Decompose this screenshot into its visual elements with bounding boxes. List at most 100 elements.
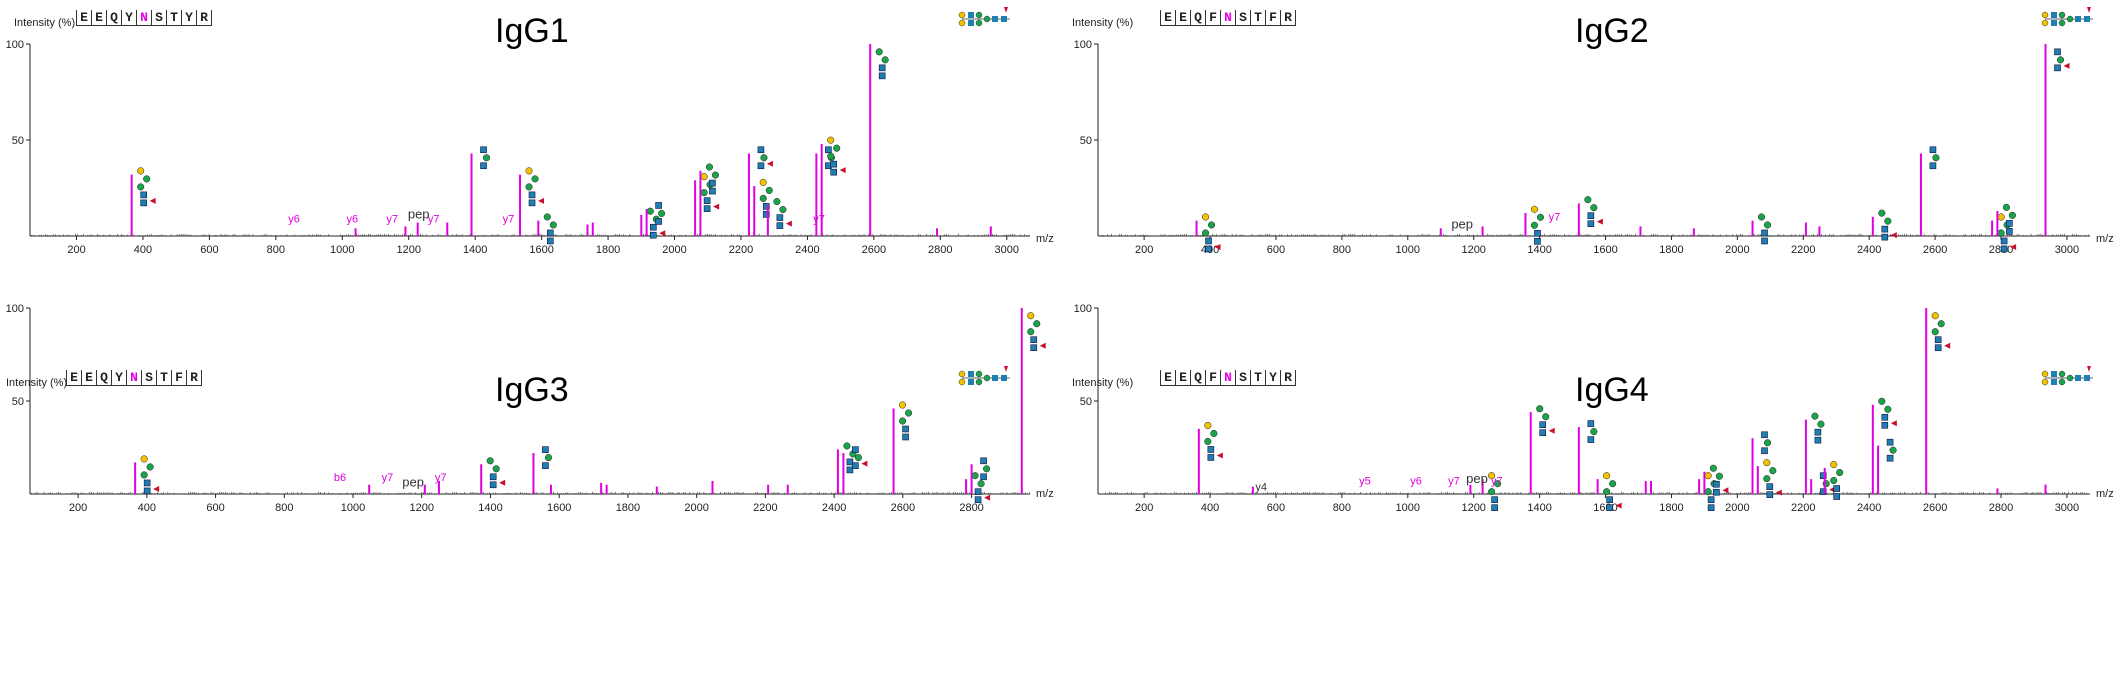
glycan-structure-icon xyxy=(2041,366,2093,386)
sequence-residue: S xyxy=(142,370,157,386)
x-tick-label: 2200 xyxy=(753,502,777,514)
x-tick-label: 2600 xyxy=(862,244,886,256)
glycan-cartoon-icon xyxy=(1811,412,1825,444)
sequence-residue: F xyxy=(1206,370,1221,386)
x-tick-label: 800 xyxy=(275,502,293,514)
sequence-residue: R xyxy=(1281,10,1296,26)
x-tick-label: 2600 xyxy=(891,502,915,514)
x-tick-label: 1400 xyxy=(1527,502,1551,514)
y-tick-label: 50 xyxy=(12,396,24,408)
x-tick-label: 2800 xyxy=(928,244,952,256)
fragment-annotation: y7 xyxy=(382,472,394,484)
spectrum-plot: 50 100 200 400 600 800 1000 1200 1400 1600 1800 200… xyxy=(6,303,1046,514)
x-tick-label: 1200 xyxy=(1461,244,1485,256)
x-tick-label: 1200 xyxy=(396,244,420,256)
fragment-annotation: y7 xyxy=(503,214,515,226)
y-axis-label: Intensity (%) xyxy=(1072,377,1134,389)
x-tick-label: 1800 xyxy=(1659,244,1683,256)
glycan-cartoon-icon xyxy=(1204,421,1223,461)
sequence-residue: R xyxy=(197,10,212,26)
x-tick-label: 800 xyxy=(1333,244,1351,256)
fragment-annotation: pep xyxy=(408,207,430,222)
x-tick-label: 2200 xyxy=(1791,244,1815,256)
glycan-cartoon-icon xyxy=(757,146,773,170)
sequence-residue: Y xyxy=(122,10,137,26)
x-tick-label: 800 xyxy=(1333,502,1351,514)
glycan-cartoon-icon xyxy=(1929,146,1940,170)
y-axis-label: Intensity (%) xyxy=(6,377,68,389)
glycan-cartoon-icon xyxy=(1536,405,1555,437)
x-tick-label: 600 xyxy=(1267,244,1285,256)
glycan-cartoon-icon xyxy=(655,202,666,225)
sequence-residue: Q xyxy=(1191,370,1206,386)
glycan-cartoon-icon xyxy=(1886,438,1897,462)
x-tick-label: 2600 xyxy=(1923,244,1947,256)
sequence-residue: E xyxy=(66,370,82,386)
y-tick-label: 50 xyxy=(12,135,24,147)
glycan-cartoon-icon xyxy=(1584,196,1603,227)
y-axis-label: Intensity (%) xyxy=(14,17,76,29)
sequence-residue: E xyxy=(76,10,92,26)
fragment-annotation: pep xyxy=(1466,471,1488,486)
fragment-annotation: b6 xyxy=(334,472,346,484)
sequence-residue: E xyxy=(1160,10,1176,26)
glycan-cartoon-icon xyxy=(1603,472,1622,511)
y-tick-label: 100 xyxy=(1074,39,1092,51)
baseline-noise xyxy=(31,491,1031,494)
y-tick-label: 50 xyxy=(1080,396,1092,408)
sequence-residue: F xyxy=(172,370,187,386)
x-tick-label: 2800 xyxy=(959,502,983,514)
sequence-residue: Q xyxy=(1191,10,1206,26)
glycan-cartoon-icon xyxy=(2054,48,2070,72)
sequence-residue: Y xyxy=(182,10,197,26)
chart-title: IgG4 xyxy=(1575,371,1649,409)
glycan-cartoon-icon xyxy=(1830,460,1844,500)
glycan-cartoon-icon xyxy=(137,167,156,207)
y-tick-label: 100 xyxy=(6,39,24,51)
x-tick-label: 600 xyxy=(206,502,224,514)
x-tick-label: 1600 xyxy=(1593,244,1617,256)
spectrum-plot: 50 100 200 400 600 800 1000 1200 1400 1600 1800 200… xyxy=(1074,303,2093,514)
glycan-cartoon-icon xyxy=(1763,459,1782,498)
fragment-annotation: y7 xyxy=(435,472,447,484)
x-tick-label: 1200 xyxy=(410,502,434,514)
glycan-cartoon-icon xyxy=(1761,431,1772,455)
baseline-noise xyxy=(1099,233,2089,236)
x-tick-label: 1000 xyxy=(1396,502,1420,514)
fragment-annotation: pep xyxy=(402,475,424,490)
y-tick-label: 50 xyxy=(1080,135,1092,147)
x-tick-label: 1400 xyxy=(463,244,487,256)
fragment-annotation: y6 xyxy=(346,214,358,226)
glycan-cartoon-icon xyxy=(875,48,889,80)
glycan-cartoon-icon xyxy=(1757,213,1772,245)
x-tick-label: 1400 xyxy=(478,502,502,514)
glycan-cartoon-icon xyxy=(543,213,557,245)
sequence-residue: F xyxy=(1206,10,1221,26)
glycan-cartoon-icon xyxy=(759,178,773,218)
fragment-annotation: y7 xyxy=(1549,212,1561,224)
fragment-annotation: y5 xyxy=(1359,476,1371,488)
x-tick-label: 2400 xyxy=(1857,244,1881,256)
glycan-cartoon-icon xyxy=(1931,312,1951,352)
fragment-annotation: y7 xyxy=(386,214,398,226)
x-tick-label: 800 xyxy=(267,244,285,256)
x-tick-label: 2000 xyxy=(1725,502,1749,514)
x-tick-label: 1800 xyxy=(1659,502,1683,514)
x-tick-label: 200 xyxy=(69,502,87,514)
x-tick-label: 1200 xyxy=(1461,502,1485,514)
x-tick-label: 400 xyxy=(134,244,152,256)
glycan-cartoon-icon xyxy=(980,457,991,481)
sequence-residue: S xyxy=(1236,10,1251,26)
sequence-residue: N xyxy=(137,10,152,26)
baseline-noise xyxy=(1099,491,2089,494)
x-axis-label: m/z xyxy=(2096,488,2114,500)
x-tick-label: 400 xyxy=(138,502,156,514)
fragment-annotation: y7 xyxy=(813,214,825,226)
sequence-residue: T xyxy=(167,10,182,26)
x-tick-label: 400 xyxy=(1201,502,1219,514)
